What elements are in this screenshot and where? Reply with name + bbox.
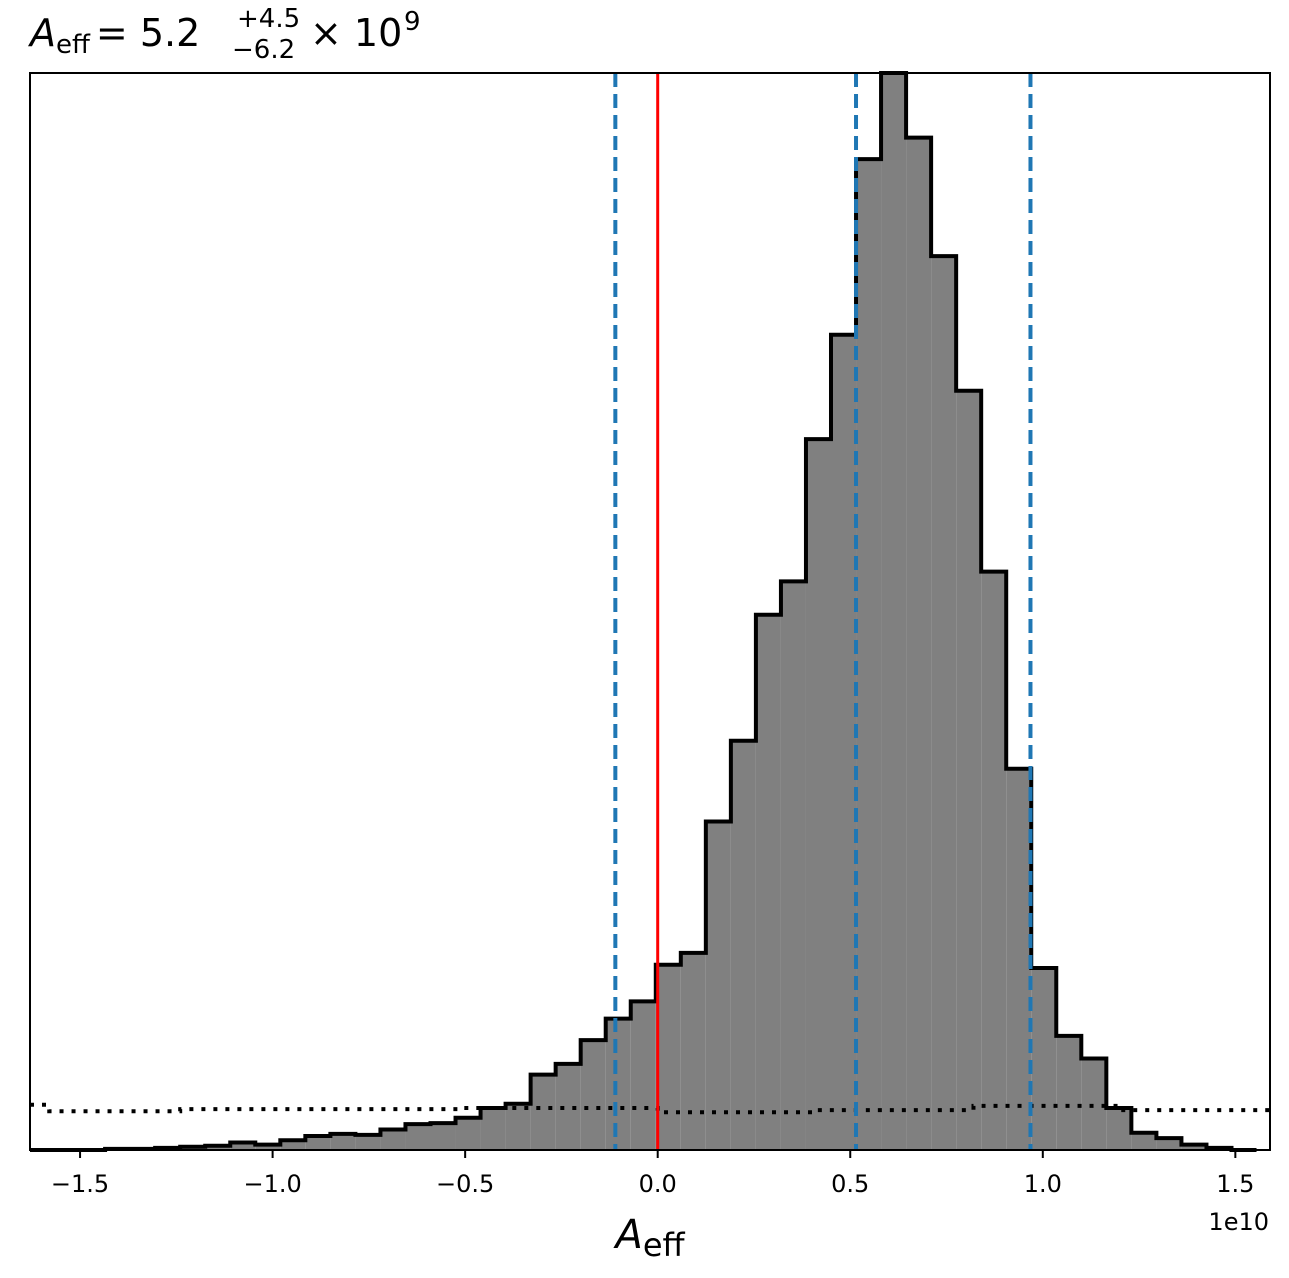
axes-frame [29, 72, 1271, 1151]
histogram-bar [906, 137, 932, 1150]
histogram-bar [480, 1107, 506, 1150]
histogram-bar [355, 1134, 381, 1150]
histogram-bar [255, 1144, 281, 1150]
histogram-bar [605, 1018, 631, 1150]
histogram-outline [30, 71, 1257, 1152]
histogram-bar [730, 740, 756, 1150]
histogram-bar [205, 1145, 231, 1150]
histogram-bar [805, 439, 831, 1150]
histogram-bar [1131, 1132, 1157, 1150]
histogram-bar [931, 256, 957, 1151]
histogram-bar [630, 1001, 656, 1150]
histogram-bar [380, 1129, 406, 1150]
histogram-bar [1156, 1138, 1182, 1150]
histogram-bar [881, 73, 907, 1150]
histogram-bar [330, 1133, 356, 1150]
histogram-bar [580, 1040, 606, 1150]
histogram-bar [655, 964, 681, 1150]
x-tick-label: −1.0 [243, 1170, 301, 1198]
histogram-bar [1031, 967, 1057, 1150]
histogram-bar [1106, 1107, 1132, 1150]
x-offset-label: 1e10 [1208, 1208, 1269, 1236]
x-tick-label: 0.0 [639, 1170, 677, 1198]
histogram-bar [680, 952, 706, 1150]
histogram-bar [530, 1074, 556, 1150]
x-tick-label: 0.5 [831, 1170, 869, 1198]
histogram-bar [1006, 768, 1032, 1150]
histogram-bar [505, 1103, 531, 1150]
histogram-bar [1056, 1035, 1082, 1150]
histogram-bar [830, 334, 857, 1150]
histogram-bar [780, 581, 806, 1150]
x-tick-label: 1.5 [1216, 1170, 1254, 1198]
plot-area [30, 71, 1270, 1152]
histogram-bar [280, 1140, 306, 1150]
title-exponent: 9 [404, 7, 421, 37]
histogram-bar [981, 571, 1007, 1150]
histogram-bar [455, 1117, 481, 1150]
title-upper-bound: +4.5 [237, 4, 300, 34]
histogram-bar [430, 1123, 456, 1150]
x-tick-label: −0.5 [436, 1170, 494, 1198]
histogram-bar [755, 614, 781, 1150]
histogram-bar [405, 1124, 431, 1150]
title-multiplier: × 10 [310, 11, 402, 55]
histogram-bar [705, 821, 731, 1150]
chart-title: Aeff = 5.2 [27, 11, 200, 60]
x-tick-label: 1.0 [1024, 1170, 1062, 1198]
histogram-bar [956, 390, 982, 1151]
x-axis-ticks: −1.5 −1.0 −0.5 0.0 0.5 1.0 1.5 [51, 1150, 1254, 1198]
x-tick-label: −1.5 [51, 1170, 109, 1198]
title-lower-bound: −6.2 [232, 35, 295, 65]
histogram-bar [856, 159, 882, 1150]
x-axis-label: Aeff [612, 1212, 685, 1264]
histogram-bar [1181, 1144, 1207, 1150]
histogram-bar [555, 1063, 581, 1150]
histogram-bar [305, 1135, 331, 1150]
histogram-bar [230, 1142, 256, 1150]
